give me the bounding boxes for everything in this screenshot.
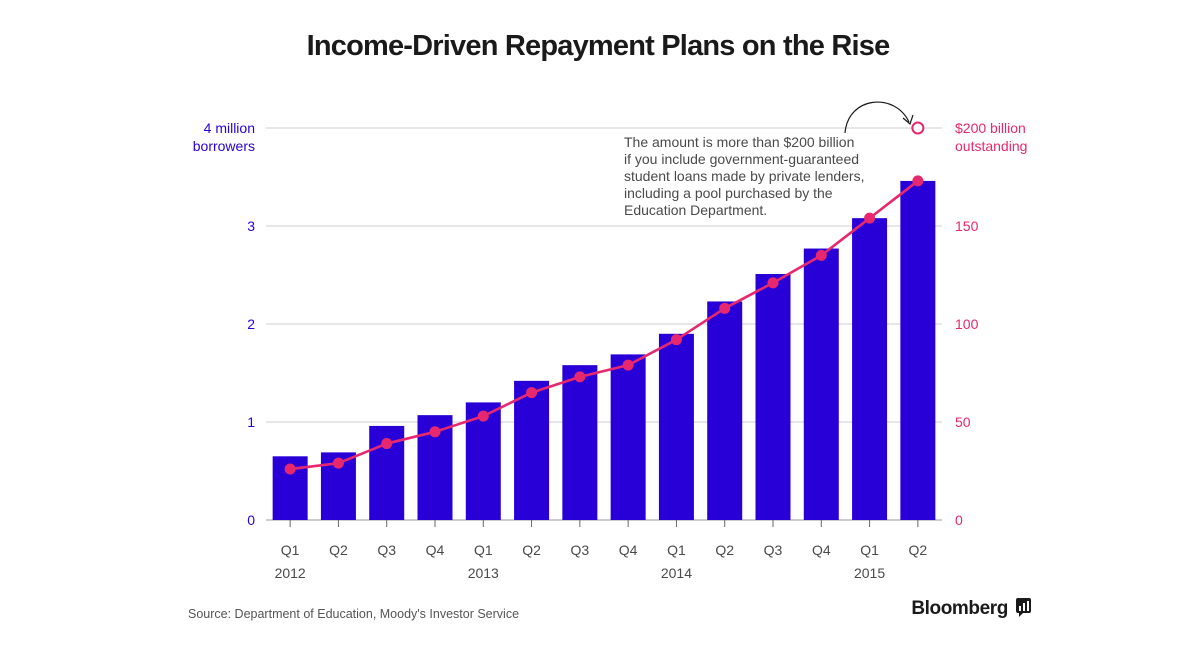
bar-11 [755,274,791,520]
line-point-7 [574,371,586,383]
x-tick-label-8: Q4 [619,542,638,558]
bar-12 [803,248,839,521]
bar-9 [658,333,694,520]
x-tick-label-5: Q1 [474,542,493,558]
chart-title: Income-Driven Repayment Plans on the Ris… [307,30,890,62]
line-point-10 [719,302,731,314]
y-axis-right: 0 50 100 150 [955,218,979,528]
y-right-tick-150: 150 [955,218,979,234]
line-point-14 [912,175,924,187]
x-tick-label-3: Q3 [377,542,396,558]
x-tick-label-7: Q3 [571,542,590,558]
bar-7 [562,365,598,520]
line-point-11 [767,277,779,289]
line-point-5 [477,410,489,422]
x-tick-label-13: Q1 [860,542,879,558]
annotation-point-200 [911,121,925,135]
line-point-1 [284,463,296,475]
annotation-line-3: student loans made by private lenders, [624,168,864,184]
bar-6 [514,380,550,520]
line-series [284,175,924,475]
y-right-top-label-line1: $200 billion [955,120,1026,136]
bar-13 [852,218,888,520]
x-tick-label-2: Q2 [329,542,348,558]
source-note: Source: Department of Education, Moody's… [188,607,519,621]
annotation-line-2: if you include government-guaranteed [624,151,859,167]
x-year-label-2015: 2015 [854,565,885,581]
x-tick-label-1: Q1 [281,542,300,558]
annotation-arrow [844,101,910,134]
y-right-tick-100: 100 [955,316,979,332]
annotation-line-1: The amount is more than $200 billion [624,134,854,150]
x-year-label-2013: 2013 [468,565,499,581]
x-year-label-2014: 2014 [661,565,692,581]
y-left-tick-3: 3 [247,218,255,234]
x-tick-label-4: Q4 [426,542,445,558]
y-right-tick-50: 50 [955,414,971,430]
bar-5 [465,402,501,520]
line-point-8 [622,359,634,371]
line-point-12 [815,249,827,261]
line-point-9 [670,334,682,346]
line-point-6 [526,387,538,399]
bloomberg-chart-icon [1016,598,1031,617]
annotation-line-5: Education Department. [624,202,767,218]
y-left-top-label-line1: 4 million [204,120,255,136]
gridlines [266,127,942,521]
line-point-4 [429,426,441,438]
x-tick-label-11: Q3 [764,542,783,558]
x-year-label-2012: 2012 [275,565,306,581]
annotation: The amount is more than $200 billion if … [624,101,925,218]
line-point-2 [332,457,344,469]
x-tick-label-14: Q2 [909,542,928,558]
bar-8 [610,354,646,520]
x-axis: Q1 2012 Q2 Q3 Q4 Q1 2013 Q2 Q3 Q4 Q1 2014 Q2 Q3 Q4 Q1 20… [275,520,928,581]
bar-10 [707,301,743,520]
x-tick-label-10: Q2 [715,542,734,558]
line-point-3 [381,438,393,450]
line-point-13 [864,212,876,224]
outstanding-line [289,179,919,471]
x-tick-label-12: Q4 [812,542,831,558]
y-right-top-label-line2: outstanding [955,138,1027,154]
y-left-top-label-line2: borrowers [193,138,255,154]
brand-logo: Bloomberg [911,598,1008,619]
annotation-line-4: including a pool purchased by the [624,185,833,201]
x-tick-label-6: Q2 [522,542,541,558]
y-left-tick-0: 0 [247,512,255,528]
y-axis-left: 0 1 2 3 [247,218,255,528]
bar-series [272,180,936,521]
y-right-tick-0: 0 [955,512,963,528]
y-left-tick-2: 2 [247,316,255,332]
y-left-tick-1: 1 [247,414,255,430]
bar-14 [900,180,936,521]
annotation-arrow-head [902,114,914,126]
x-tick-label-9: Q1 [667,542,686,558]
